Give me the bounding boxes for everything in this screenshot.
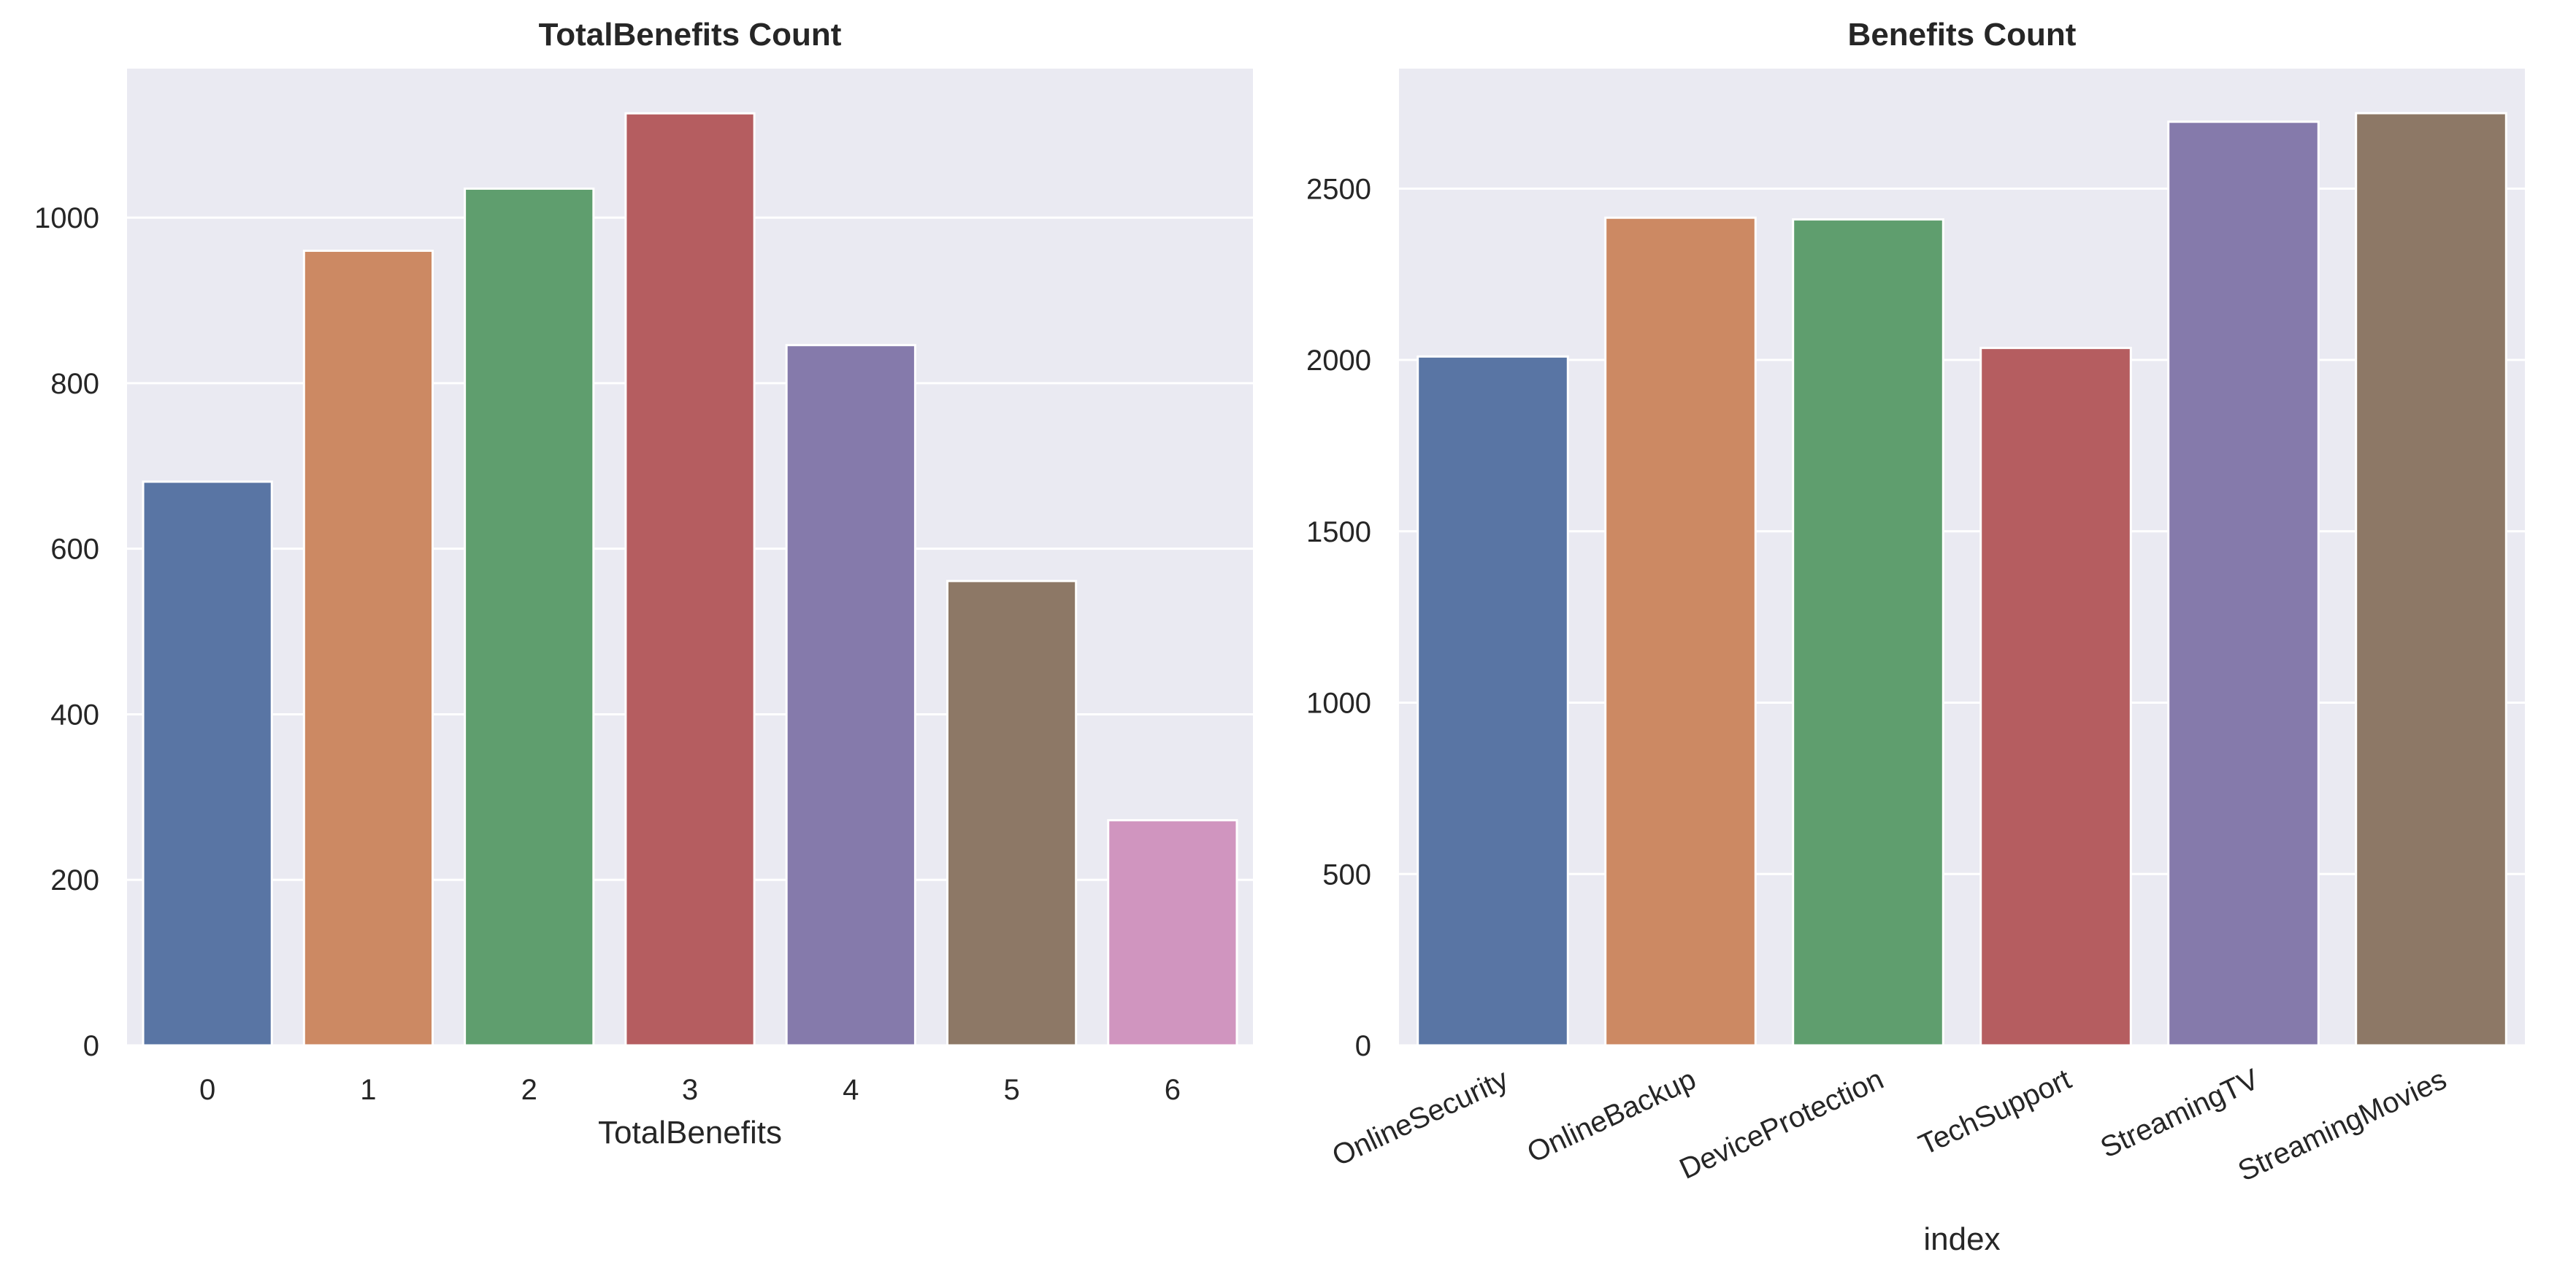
x-tick-label: OnlineSecurity xyxy=(1327,1063,1513,1172)
y-tick-label: 1000 xyxy=(34,202,99,234)
bar-0 xyxy=(142,480,273,1047)
y-tick-label: 1000 xyxy=(1306,688,1371,720)
bar-6 xyxy=(1107,819,1238,1047)
x-tick-label: 1 xyxy=(360,1074,376,1106)
x-tick-label: 2 xyxy=(521,1074,537,1106)
bar-1 xyxy=(302,249,434,1047)
y-tick-label: 600 xyxy=(50,534,99,566)
x-tick-label: OnlineBackup xyxy=(1522,1063,1701,1169)
bar-techsupport xyxy=(1979,347,2132,1047)
x-tick-label: 4 xyxy=(843,1074,859,1106)
bar-onlinesecurity xyxy=(1417,355,1569,1047)
y-tick-label: 2500 xyxy=(1306,173,1371,205)
y-tick-label: 1500 xyxy=(1306,516,1371,548)
bar-deviceprotection xyxy=(1792,218,1944,1047)
x-tick-label: 5 xyxy=(1003,1074,1019,1106)
x-tick-label: 3 xyxy=(682,1074,698,1106)
y-tick-label: 500 xyxy=(1322,859,1371,891)
x-tick-label: 6 xyxy=(1165,1074,1181,1106)
x-tick-label: DeviceProtection xyxy=(1675,1063,1889,1186)
x-tick-label: TechSupport xyxy=(1914,1063,2076,1161)
x-tick-label: StreamingMovies xyxy=(2234,1063,2452,1187)
bar-streamingtv xyxy=(2167,120,2320,1047)
x-axis-label: index xyxy=(1923,1221,2000,1257)
plot-area xyxy=(1399,69,2525,1045)
y-tick-label: 0 xyxy=(83,1030,99,1062)
y-tick-label: 0 xyxy=(1355,1030,1371,1062)
y-tick-label: 2000 xyxy=(1306,345,1371,377)
bar-5 xyxy=(946,580,1078,1047)
bar-onlinebackup xyxy=(1604,216,1757,1047)
bar-streamingmovies xyxy=(2355,112,2507,1047)
y-tick-label: 800 xyxy=(50,368,99,400)
right-chart-panel: 0 500 1000 1500 2000 2500 OnlineSecurity Online… xyxy=(1306,17,2525,1257)
chart-title: TotalBenefits Count xyxy=(539,17,842,53)
x-tick-label: StreamingTV xyxy=(2096,1063,2263,1164)
y-tick-label: 200 xyxy=(50,864,99,896)
left-chart-panel: 0 200 400 600 800 1000 0 1 2 3 4 5 6 TotalBenefits Co… xyxy=(34,17,1253,1151)
bar-3 xyxy=(624,112,756,1047)
x-axis-label: TotalBenefits xyxy=(598,1115,782,1151)
chart-title: Benefits Count xyxy=(1848,17,2077,53)
x-tick-label: 0 xyxy=(199,1074,215,1106)
y-tick-label: 400 xyxy=(50,699,99,731)
bar-4 xyxy=(785,344,916,1047)
bar-2 xyxy=(464,187,595,1047)
